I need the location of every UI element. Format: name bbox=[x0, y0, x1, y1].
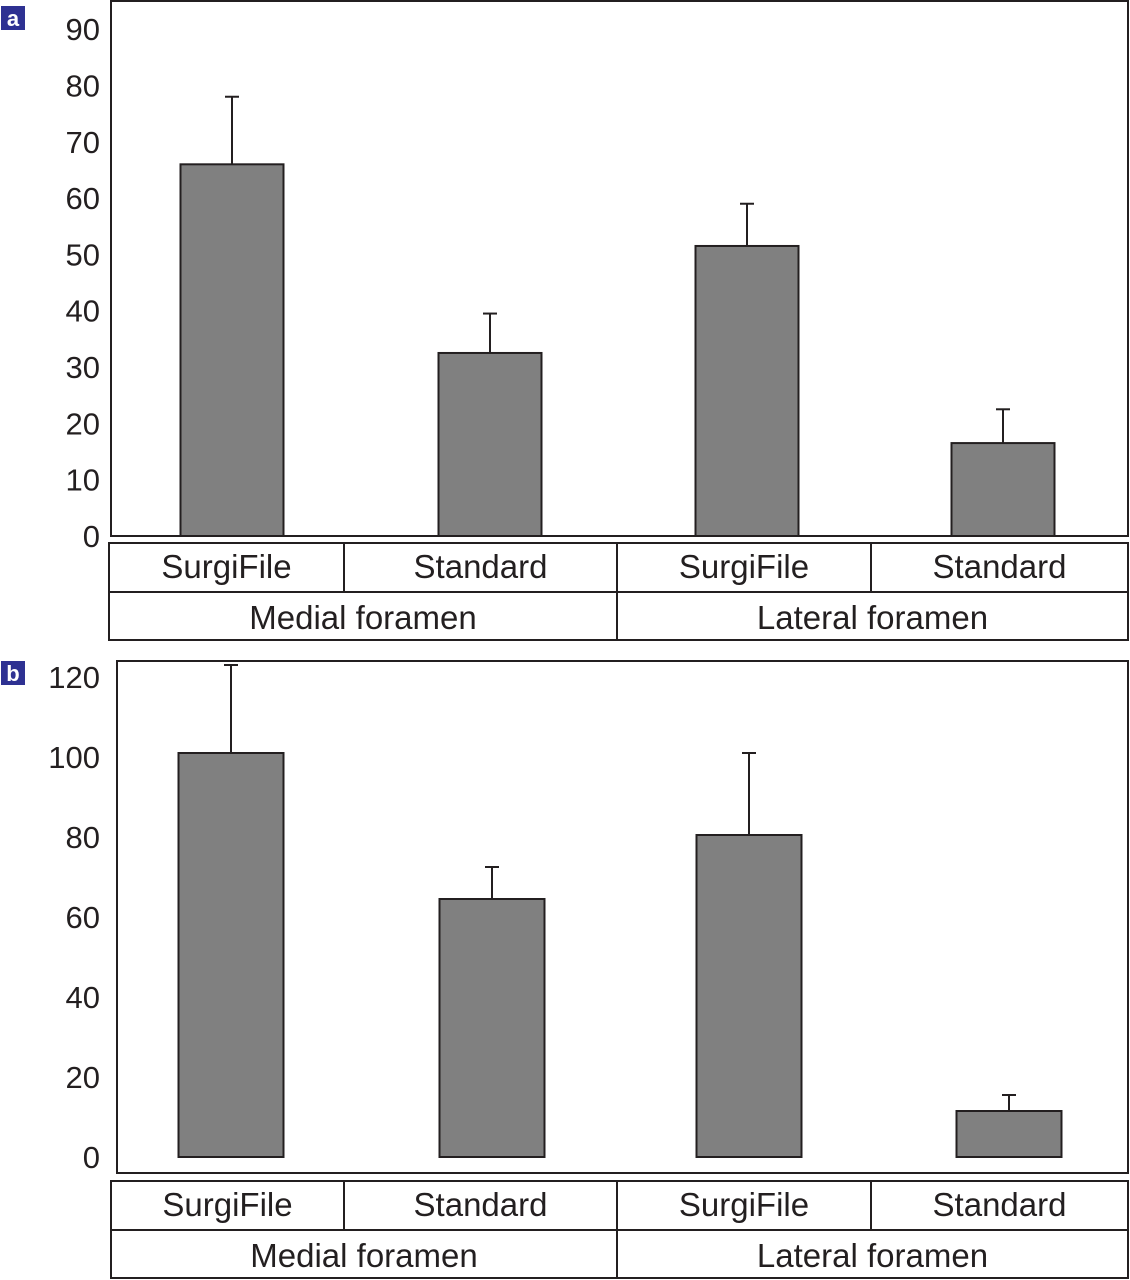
bar bbox=[694, 244, 800, 537]
panel-b-plot-frame bbox=[116, 660, 1129, 1174]
category-label: Standard bbox=[933, 548, 1067, 585]
bar bbox=[179, 163, 285, 537]
bar bbox=[950, 442, 1056, 537]
panel-b-bars bbox=[177, 664, 1063, 1158]
category-label: Standard bbox=[414, 1186, 548, 1223]
y-tick-label: 80 bbox=[66, 68, 100, 103]
y-tick-label: 0 bbox=[83, 1140, 100, 1175]
y-tick-label: 40 bbox=[66, 980, 100, 1015]
panel-b-y-axis: 0 20 40 60 80 100 120 bbox=[48, 660, 100, 1175]
y-tick-label: 20 bbox=[66, 406, 100, 441]
y-tick-label: 0 bbox=[83, 519, 100, 554]
group-label: Lateral foramen bbox=[757, 599, 988, 636]
category-label: SurgiFile bbox=[679, 1186, 809, 1223]
panel-a-y-axis: 0 10 20 30 40 50 60 70 80 90 bbox=[66, 12, 100, 554]
y-tick-label: 10 bbox=[66, 463, 100, 498]
panel-a-category-table: SurgiFile Standard SurgiFile Standard Medial… bbox=[108, 542, 1129, 641]
panel-b-label: b bbox=[6, 661, 19, 686]
bar bbox=[177, 752, 285, 1158]
y-tick-label: 80 bbox=[66, 820, 100, 855]
panel-a-badge bbox=[1, 6, 25, 30]
panel-a-plot-frame bbox=[110, 0, 1129, 537]
panel-a-bars bbox=[179, 95, 1056, 538]
category-label: Standard bbox=[933, 1186, 1067, 1223]
bar bbox=[695, 834, 803, 1158]
y-tick-label: 60 bbox=[66, 181, 100, 216]
y-tick-label: 50 bbox=[66, 237, 100, 272]
category-label: SurgiFile bbox=[161, 548, 291, 585]
y-tick-label: 20 bbox=[66, 1060, 100, 1095]
y-tick-label: 90 bbox=[66, 12, 100, 47]
bar bbox=[437, 351, 543, 538]
y-tick-label: 70 bbox=[66, 125, 100, 160]
y-tick-label: 40 bbox=[66, 294, 100, 329]
category-label: SurgiFile bbox=[679, 548, 809, 585]
panel-b-badge bbox=[1, 661, 25, 685]
bar bbox=[955, 1110, 1063, 1158]
panel-b-category-table: SurgiFile Standard SurgiFile Standard Medial… bbox=[110, 1180, 1129, 1279]
y-tick-label: 60 bbox=[66, 900, 100, 935]
group-label: Medial foramen bbox=[250, 1237, 477, 1274]
y-tick-label: 30 bbox=[66, 350, 100, 385]
group-label: Medial foramen bbox=[249, 599, 476, 636]
category-label: Standard bbox=[414, 548, 548, 585]
bar bbox=[438, 898, 546, 1158]
panel-a-label: a bbox=[7, 6, 20, 31]
y-tick-label: 120 bbox=[48, 660, 100, 695]
group-label: Lateral foramen bbox=[757, 1237, 988, 1274]
y-tick-label: 100 bbox=[48, 740, 100, 775]
category-label: SurgiFile bbox=[162, 1186, 292, 1223]
